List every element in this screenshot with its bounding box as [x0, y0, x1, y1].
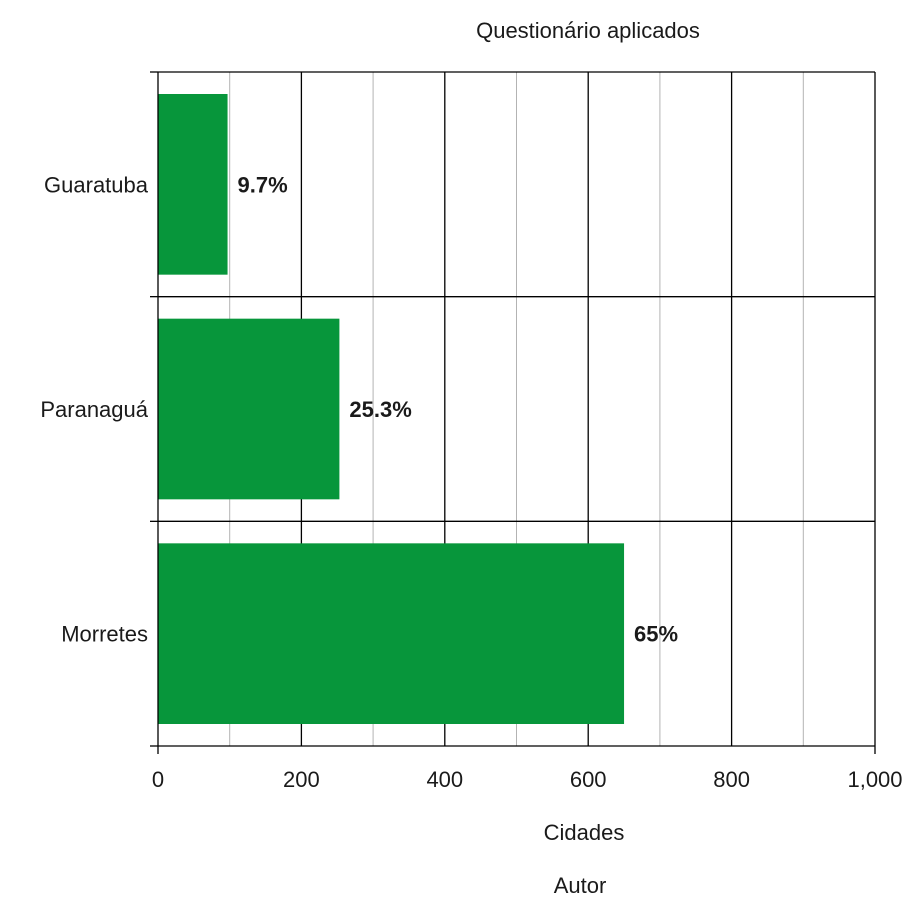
- data-labels: 9.7% 25.3% 65%: [238, 172, 679, 646]
- x-tick-label: 200: [283, 767, 320, 792]
- category-labels: Guaratuba Paranaguá Morretes: [40, 172, 148, 646]
- data-label: 9.7%: [238, 172, 288, 197]
- category-label: Morretes: [61, 622, 148, 647]
- x-axis-title: Cidades: [544, 820, 625, 845]
- category-label: Guaratuba: [44, 172, 149, 197]
- bar-guaratuba: [158, 94, 228, 275]
- x-tick-label: 1,000: [847, 767, 902, 792]
- bar-paranaguá: [158, 318, 340, 500]
- x-tick-labels: 0 200 400 600 800 1,000: [152, 767, 903, 792]
- bar-morretes: [158, 543, 625, 724]
- x-tick-label: 600: [570, 767, 607, 792]
- chart-title: Questionário aplicados: [476, 18, 700, 43]
- category-label: Paranaguá: [40, 397, 148, 422]
- x-tick-label: 800: [713, 767, 750, 792]
- x-tick-label: 400: [426, 767, 463, 792]
- bars: [158, 94, 625, 724]
- data-label: 65%: [634, 622, 678, 647]
- plot-frame: [150, 71, 876, 754]
- data-label: 25.3%: [349, 397, 411, 422]
- x-tick-label: 0: [152, 767, 164, 792]
- source-label: Autor: [554, 873, 607, 898]
